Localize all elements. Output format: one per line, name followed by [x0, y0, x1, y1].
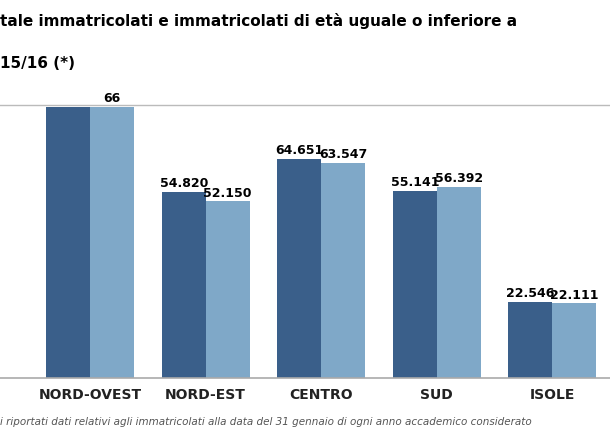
- Text: 54.820: 54.820: [159, 177, 208, 190]
- Text: tale immatricolati e immatricolati di età uguale o inferiore a: tale immatricolati e immatricolati di et…: [0, 13, 517, 29]
- Bar: [162, 193, 206, 378]
- Bar: [46, 57, 90, 378]
- Text: i riportati dati relativi agli immatricolati alla data del 31 gennaio di ogni an: i riportati dati relativi agli immatrico…: [0, 416, 532, 426]
- Bar: [437, 187, 481, 378]
- Bar: [393, 192, 437, 378]
- Bar: [90, 74, 134, 378]
- Bar: [508, 302, 552, 378]
- Text: 56.392: 56.392: [434, 172, 483, 185]
- Text: 15/16 (*): 15/16 (*): [0, 56, 75, 71]
- Text: 63.547: 63.547: [319, 147, 367, 160]
- Text: 22.111: 22.111: [550, 288, 598, 301]
- Bar: [206, 202, 249, 378]
- Text: 64.651: 64.651: [275, 144, 323, 157]
- Bar: [321, 163, 365, 378]
- Text: 52.150: 52.150: [203, 186, 252, 199]
- Bar: [552, 304, 596, 378]
- Text: 66: 66: [104, 92, 121, 105]
- Text: 22.546: 22.546: [506, 286, 554, 299]
- Bar: [278, 160, 321, 378]
- Text: 55.141: 55.141: [390, 176, 439, 189]
